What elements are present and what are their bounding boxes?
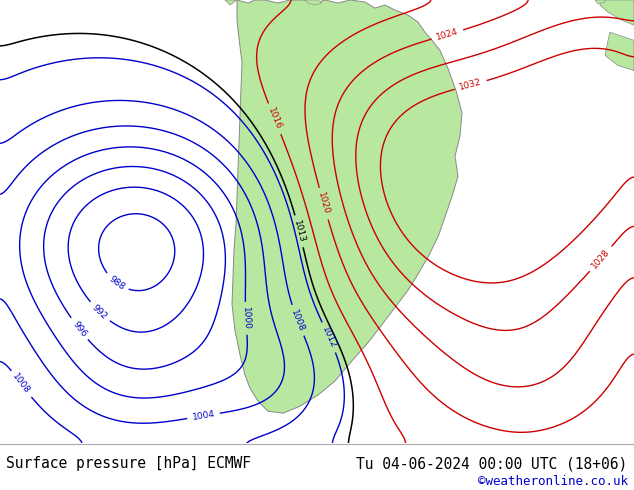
Text: 1012: 1012 [320, 325, 338, 350]
Text: Surface pressure [hPa] ECMWF: Surface pressure [hPa] ECMWF [6, 457, 251, 471]
Text: 1016: 1016 [266, 106, 283, 131]
Text: 988: 988 [107, 274, 126, 292]
Text: 992: 992 [90, 303, 109, 321]
Polygon shape [232, 0, 462, 413]
Text: 1008: 1008 [289, 308, 306, 333]
Text: 996: 996 [70, 319, 88, 339]
Polygon shape [305, 0, 322, 5]
Polygon shape [605, 32, 634, 71]
Text: 1004: 1004 [191, 410, 216, 422]
Text: 1013: 1013 [292, 219, 306, 244]
Polygon shape [600, 0, 634, 25]
Text: ©weatheronline.co.uk: ©weatheronline.co.uk [477, 475, 628, 488]
Text: 1024: 1024 [435, 27, 460, 42]
Text: 1008: 1008 [11, 372, 32, 396]
Text: 1028: 1028 [590, 247, 612, 270]
Text: 1020: 1020 [316, 192, 331, 216]
Text: Tu 04-06-2024 00:00 UTC (18+06): Tu 04-06-2024 00:00 UTC (18+06) [356, 457, 628, 471]
Polygon shape [595, 0, 605, 4]
Text: 1032: 1032 [458, 77, 483, 92]
Polygon shape [225, 0, 237, 5]
Text: 1000: 1000 [241, 307, 251, 330]
